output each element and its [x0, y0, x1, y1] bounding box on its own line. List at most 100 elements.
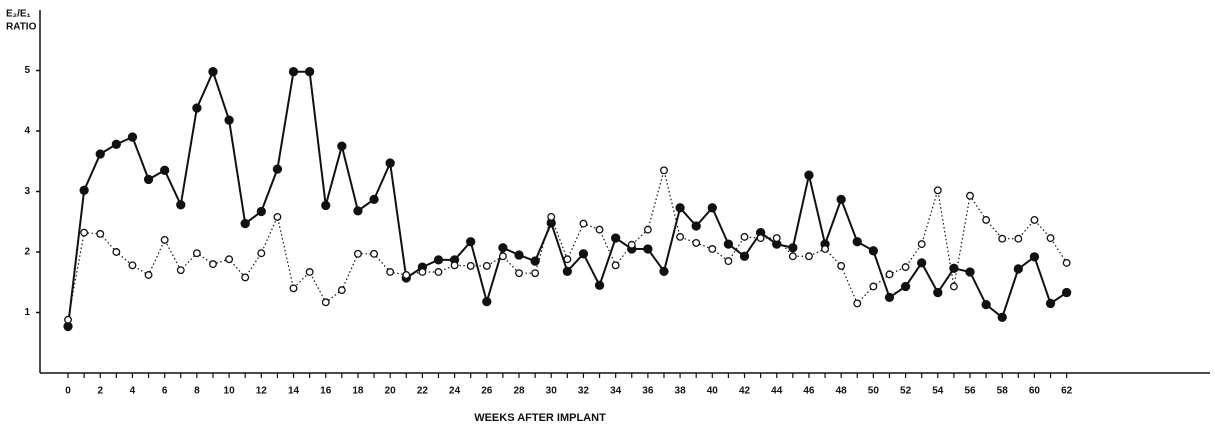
data-point — [160, 165, 170, 175]
data-point — [917, 258, 927, 268]
data-point — [112, 248, 121, 256]
x-tick-label: 56 — [964, 386, 976, 397]
data-point — [402, 271, 411, 279]
x-tick-label: 18 — [352, 386, 364, 397]
data-point — [256, 206, 266, 217]
series-line — [67, 170, 1068, 320]
data-point — [884, 292, 895, 303]
data-point — [837, 261, 846, 270]
data-point — [257, 249, 266, 258]
data-point — [434, 268, 443, 276]
x-tick-label: 24 — [449, 386, 461, 397]
data-point — [288, 67, 299, 77]
data-point — [531, 269, 540, 278]
x-tick-label: 38 — [675, 386, 687, 397]
data-point — [160, 235, 169, 244]
x-tick-label: 52 — [900, 386, 912, 397]
data-point — [643, 225, 652, 234]
data-point — [143, 174, 154, 185]
data-point — [176, 266, 185, 275]
data-point — [966, 191, 974, 200]
data-point — [869, 282, 878, 291]
data-point — [272, 164, 283, 174]
data-point — [659, 266, 669, 277]
x-tick-label: 28 — [513, 386, 525, 397]
data-point — [450, 261, 459, 270]
x-tick-label: 8 — [194, 386, 200, 397]
y-tick-label: 3 — [24, 186, 30, 197]
data-point — [482, 261, 491, 270]
data-point — [1029, 252, 1040, 262]
data-point — [273, 212, 282, 221]
data-point — [127, 132, 138, 142]
data-point — [1045, 298, 1056, 309]
data-point — [756, 234, 765, 243]
data-point — [998, 234, 1007, 243]
data-point — [321, 200, 331, 211]
x-tick-label: 16 — [320, 386, 332, 397]
x-tick-label: 22 — [417, 386, 429, 397]
data-point — [562, 266, 572, 277]
data-point — [982, 215, 991, 224]
x-tick-label: 54 — [932, 386, 944, 397]
x-tick-label: 48 — [836, 386, 848, 397]
x-tick-label: 42 — [739, 386, 751, 397]
data-point — [418, 268, 427, 276]
data-point — [337, 141, 347, 151]
data-point — [208, 67, 218, 77]
data-point — [1061, 287, 1072, 298]
data-point — [433, 255, 444, 265]
data-point — [515, 269, 523, 278]
x-tick-label: 62 — [1061, 386, 1073, 397]
data-point — [981, 299, 991, 310]
data-point — [708, 245, 717, 253]
data-point — [997, 312, 1007, 322]
data-point — [385, 158, 395, 168]
x-tick-label: 26 — [481, 386, 493, 397]
data-point — [353, 249, 362, 258]
data-point — [1062, 258, 1071, 267]
data-point — [852, 237, 862, 247]
data-point — [579, 219, 588, 228]
data-point — [868, 246, 879, 256]
data-point — [740, 232, 749, 241]
data-point — [594, 280, 605, 290]
data-point — [676, 232, 685, 241]
data-point — [804, 170, 814, 180]
data-point — [1030, 215, 1039, 224]
x-tick-label: 58 — [997, 386, 1009, 397]
data-point — [176, 200, 186, 210]
x-tick-label: 20 — [385, 386, 397, 397]
data-point — [675, 203, 685, 213]
data-point — [949, 282, 958, 291]
data-point — [611, 261, 620, 270]
data-point — [128, 261, 137, 270]
data-point — [96, 229, 105, 238]
y-tick-label: 2 — [24, 247, 30, 258]
data-point — [1013, 264, 1023, 274]
data-point — [225, 255, 234, 264]
data-point — [305, 268, 314, 276]
data-point — [595, 225, 604, 234]
data-point — [241, 273, 250, 282]
x-tick-label: 4 — [130, 386, 136, 397]
x-tick-label: 10 — [224, 386, 236, 397]
data-point — [79, 185, 89, 195]
data-point — [337, 286, 346, 295]
data-point — [691, 221, 701, 231]
data-point — [692, 238, 701, 247]
data-point — [1014, 234, 1023, 243]
data-point — [466, 237, 476, 247]
x-tick-label: 0 — [65, 386, 71, 397]
data-point — [723, 239, 734, 249]
data-point — [369, 194, 379, 205]
data-point — [853, 299, 862, 308]
data-point — [821, 245, 829, 253]
x-tick-label: 34 — [610, 386, 622, 397]
data-point — [111, 139, 121, 149]
x-tick-label: 50 — [868, 386, 880, 397]
data-point — [466, 261, 475, 270]
y-axis-label: E₂/E₁ — [6, 9, 31, 20]
data-point — [530, 256, 540, 266]
